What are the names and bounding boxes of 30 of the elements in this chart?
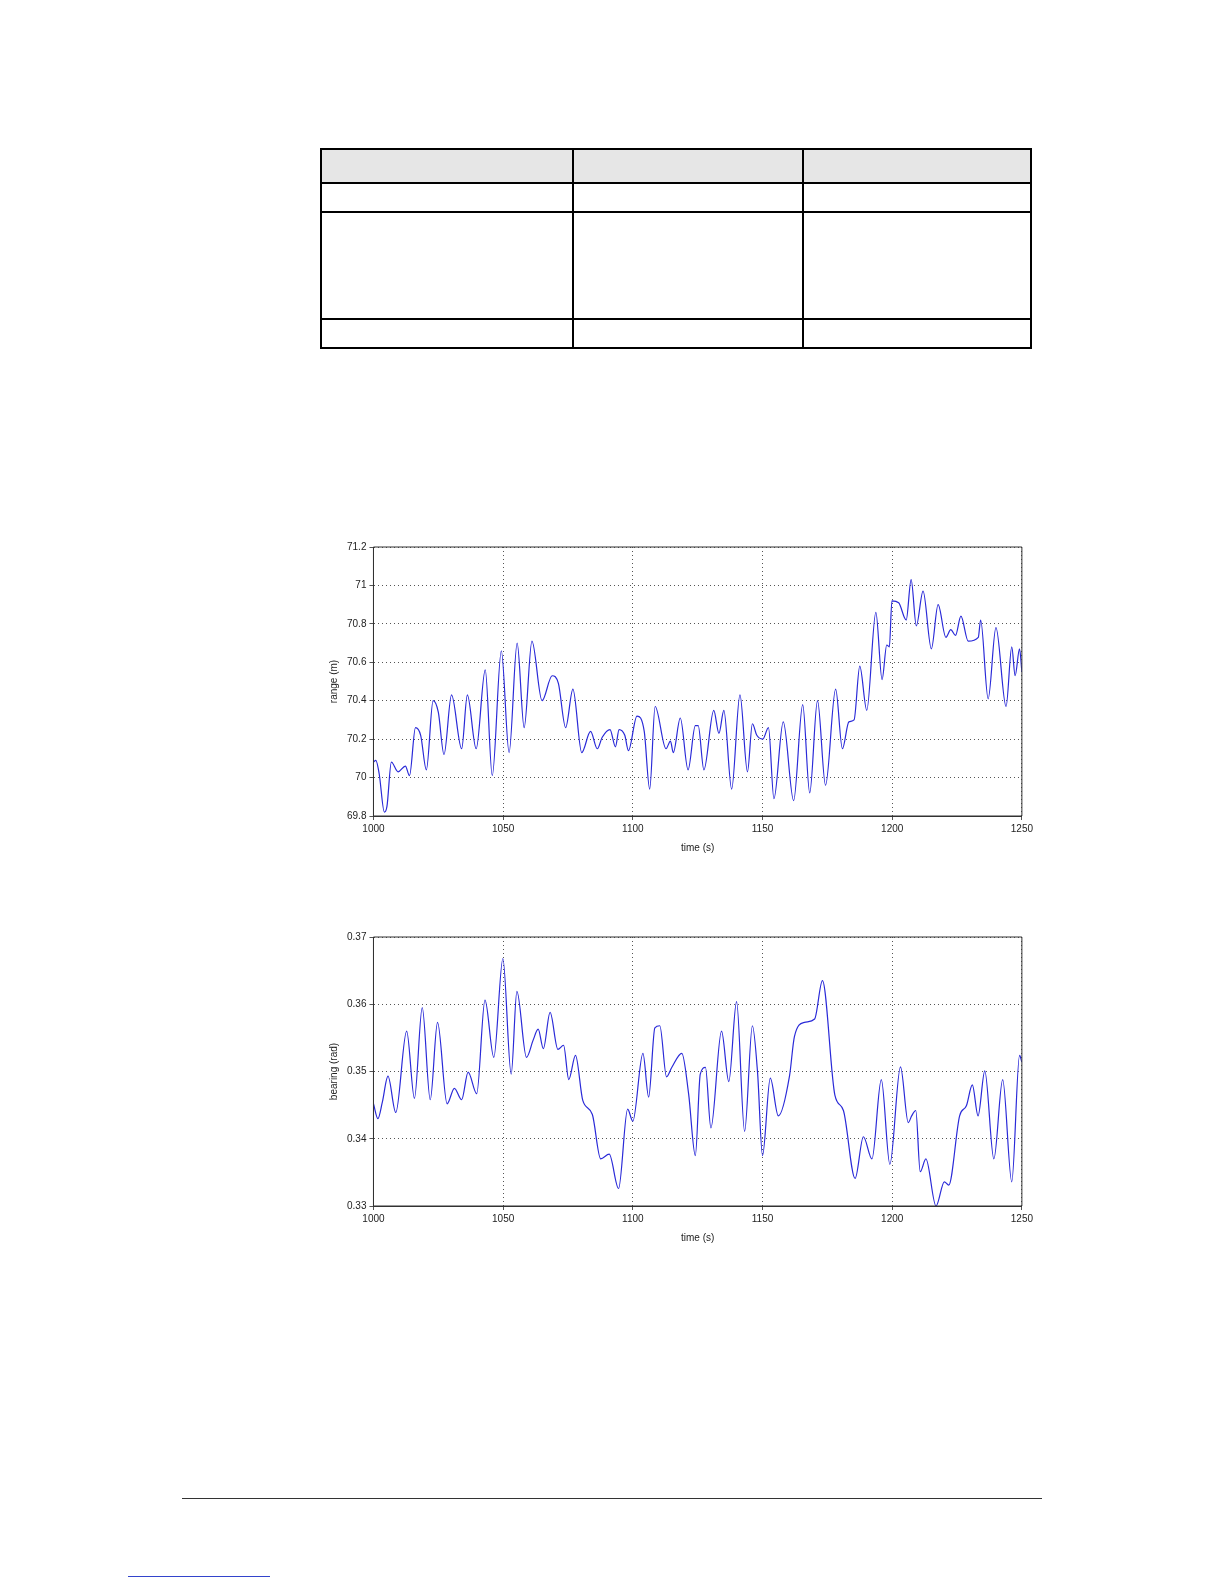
y-tick-label: 70.2 (346, 732, 367, 744)
x-tick-label: 1250 (1010, 822, 1034, 834)
x-axis-title: time (s) (681, 841, 715, 853)
x-tick-label: 1050 (492, 1212, 515, 1224)
y-tick-label: 0.33 (346, 1199, 367, 1211)
x-axis-title: time (s) (681, 1231, 715, 1243)
x-tick-label: 1250 (1010, 1212, 1034, 1224)
y-tick-label: 71.2 (346, 540, 367, 552)
y-tick-label: 70.6 (346, 656, 367, 668)
x-tick-label: 1100 (622, 1212, 645, 1224)
x-tick-label: 1050 (492, 822, 515, 834)
y-tick-label: 70 (355, 771, 367, 783)
line-series (373, 579, 1022, 813)
y-tick-label: 70.8 (346, 617, 367, 629)
y-axis-title: range (m) (327, 659, 339, 704)
x-tick-label: 1200 (881, 822, 904, 834)
x-tick-label: 1100 (622, 822, 645, 834)
y-tick-label: 70.4 (346, 694, 367, 706)
x-tick-label: 1000 (362, 822, 386, 834)
y-tick-label: 69.8 (346, 809, 367, 821)
x-tick-label: 1150 (751, 1212, 774, 1224)
y-tick-label: 0.35 (346, 1065, 367, 1077)
y-tick-label: 0.37 (346, 930, 367, 942)
x-tick-label: 1000 (362, 1212, 386, 1224)
y-tick-label: 71 (355, 579, 367, 591)
y-tick-label: 0.34 (346, 1132, 367, 1144)
y-tick-label: 0.36 (346, 998, 367, 1009)
y-axis-title: bearing (rad) (327, 1042, 339, 1101)
x-tick-label: 1150 (751, 822, 774, 834)
x-tick-label: 1200 (881, 1212, 904, 1224)
